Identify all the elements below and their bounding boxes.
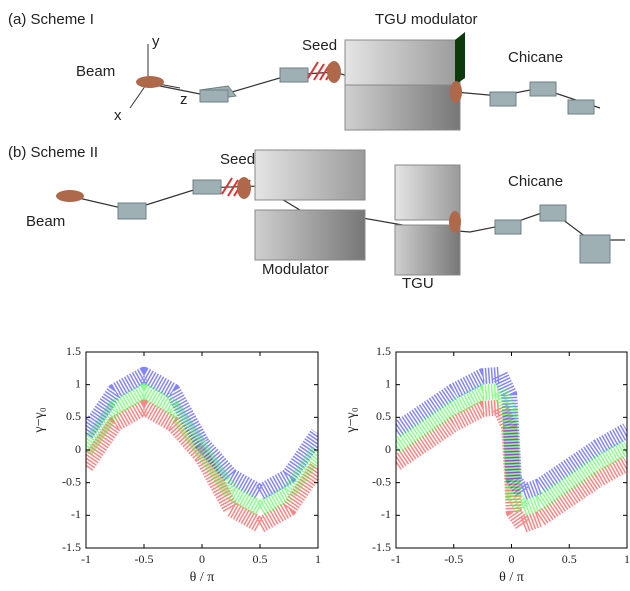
plot-area	[86, 366, 318, 534]
y-tick-label: 1	[385, 376, 391, 390]
y-tick-label: -0.5	[372, 474, 391, 488]
label: TGU	[402, 275, 434, 292]
label: (a) Scheme I	[8, 11, 94, 28]
x-tick-label: 0.5	[562, 552, 577, 566]
magnet	[567, 99, 595, 115]
y-tick-label: -1	[71, 507, 81, 521]
plot: -1.5-1-0.500.511.5-1 -0.5 0 0.5 1θ / πγ−γ₀	[344, 344, 630, 585]
label: Beam	[26, 213, 65, 230]
y-tick-label: 0.5	[376, 409, 391, 423]
x-axis-label: θ / π	[190, 570, 215, 585]
magnet	[279, 67, 309, 83]
scatter-band	[86, 366, 318, 501]
y-tick-label: 0	[75, 442, 81, 456]
x-tick-label: -0.5	[444, 552, 463, 566]
label: TGU modulator	[375, 11, 478, 28]
x-tick-label: 1	[624, 552, 630, 566]
beam	[136, 76, 164, 88]
plot-area	[396, 366, 627, 534]
label: z	[180, 91, 188, 108]
label: Seed	[302, 37, 337, 54]
magnet	[529, 81, 557, 97]
scheme-b	[56, 149, 625, 276]
beam	[327, 61, 341, 83]
label: Chicane	[508, 49, 563, 66]
y-tick-label: 0.5	[66, 409, 81, 423]
y-tick-label: 1.5	[376, 344, 391, 358]
beam	[237, 177, 251, 199]
scatter-band	[396, 366, 627, 501]
magnet	[489, 91, 517, 107]
label: Beam	[76, 63, 115, 80]
label: Modulator	[262, 261, 329, 278]
label: Chicane	[508, 173, 563, 190]
y-tick-label: -0.5	[62, 474, 81, 488]
label: Seed	[220, 151, 255, 168]
scheme-a	[129, 32, 601, 131]
y-axis-label: γ−γ₀	[32, 407, 47, 433]
magnet	[539, 204, 567, 222]
y-tick-label: -1.5	[62, 540, 81, 554]
plot: -1.5-1-0.500.511.5-1 -0.5 0 0.5 1θ / πγ−γ₀	[32, 344, 321, 585]
x-tick-label: -0.5	[135, 552, 154, 566]
undulator-bottom	[344, 84, 461, 131]
x-tick-label: 0	[199, 552, 205, 566]
y-tick-label: 0	[385, 442, 391, 456]
magnet	[192, 179, 222, 195]
y-tick-label: -1	[381, 507, 391, 521]
undulator-top	[344, 39, 461, 86]
label: (b) Scheme II	[8, 144, 98, 161]
x-tick-label: 0	[509, 552, 515, 566]
magnet	[199, 89, 229, 103]
x-tick-label: 1	[315, 552, 321, 566]
tgu-bottom	[394, 224, 461, 276]
y-tick-label: 1.5	[66, 344, 81, 358]
x-tick-label: -1	[81, 552, 91, 566]
y-axis-label: γ−γ₀	[344, 407, 359, 433]
y-tick-label: -1.5	[372, 540, 391, 554]
label: y	[152, 33, 160, 50]
scatter-band	[86, 399, 318, 534]
label: x	[114, 107, 122, 124]
x-tick-label: 0.5	[253, 552, 268, 566]
beam	[449, 211, 461, 233]
diagram-labels: (a) Scheme I y Beam z x Seed TGU modulat…	[8, 11, 563, 292]
scatter-band	[86, 383, 318, 517]
modulator-top	[254, 149, 366, 201]
beam	[450, 81, 462, 103]
pole	[455, 32, 465, 85]
magnet	[117, 202, 147, 220]
modulator-bottom	[254, 209, 366, 261]
beam	[56, 190, 84, 202]
x-axis-label: θ / π	[499, 570, 524, 585]
scatter-band	[396, 383, 627, 517]
magnet	[494, 219, 522, 235]
tgu-top	[394, 164, 461, 221]
magnet	[579, 234, 611, 264]
x-tick-label: -1	[391, 552, 401, 566]
y-tick-label: 1	[75, 376, 81, 390]
